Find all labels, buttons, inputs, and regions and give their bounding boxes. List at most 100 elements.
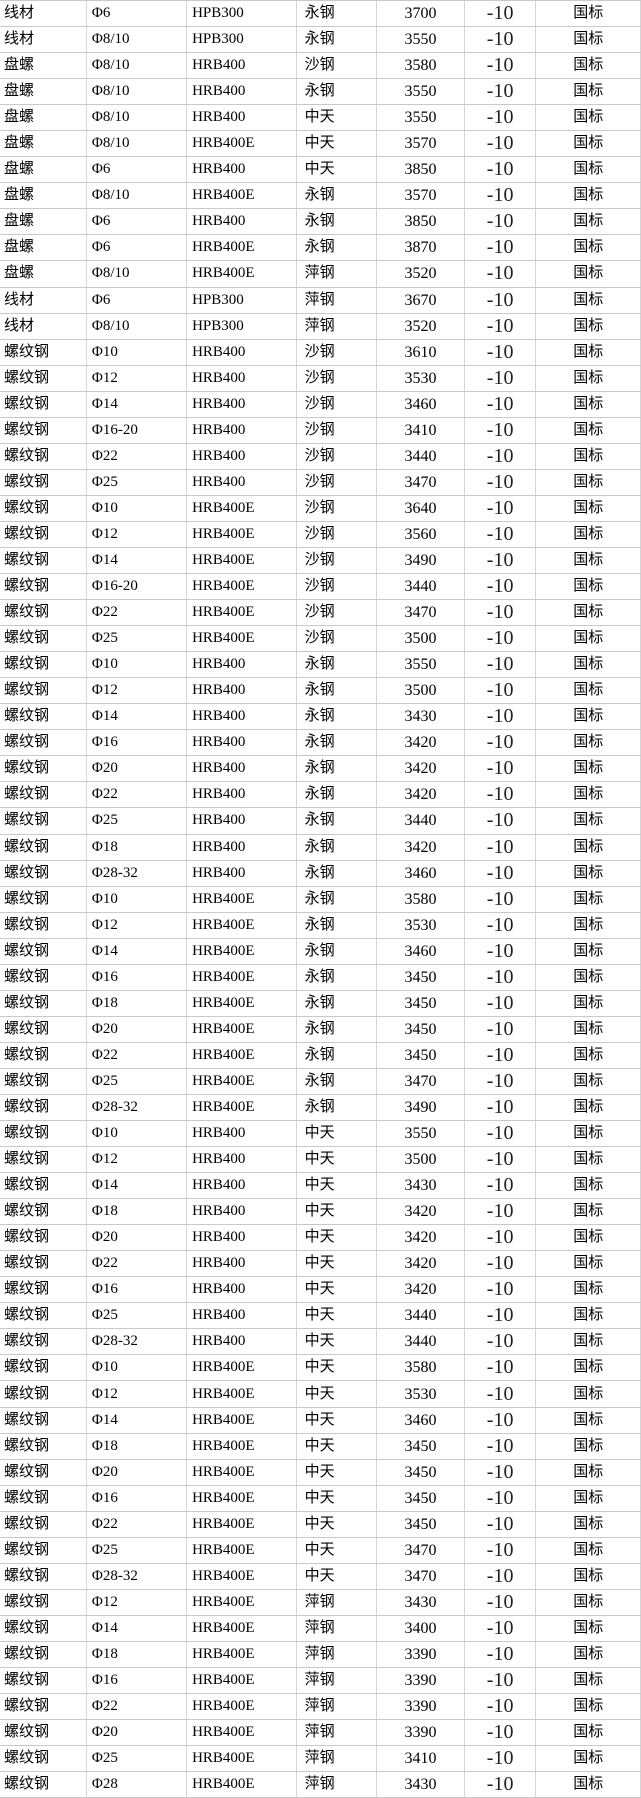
cell-grade[interactable]: HPB300 (187, 287, 297, 313)
cell-note[interactable]: 国标 (536, 1720, 641, 1746)
cell-note[interactable]: 国标 (536, 365, 641, 391)
cell-mill[interactable]: 沙钢 (297, 495, 378, 521)
cell-price[interactable]: 3420 (377, 1277, 465, 1303)
cell-grade[interactable]: HRB400 (187, 443, 297, 469)
cell-price[interactable]: 3440 (377, 574, 465, 600)
cell-note[interactable]: 国标 (536, 1303, 641, 1329)
cell-mill[interactable]: 中天 (297, 1303, 378, 1329)
cell-price[interactable]: 3410 (377, 417, 465, 443)
cell-grade[interactable]: HRB400E (187, 1589, 297, 1615)
cell-change[interactable]: -10 (465, 1355, 537, 1381)
cell-product[interactable]: 螺纹钢 (0, 912, 87, 938)
cell-spec[interactable]: Φ28-32 (87, 1563, 188, 1589)
cell-product[interactable]: 螺纹钢 (0, 365, 87, 391)
cell-mill[interactable]: 沙钢 (297, 547, 378, 574)
cell-product[interactable]: 螺纹钢 (0, 1381, 87, 1407)
cell-note[interactable]: 国标 (536, 938, 641, 964)
cell-spec[interactable]: Φ6 (87, 287, 188, 313)
cell-note[interactable]: 国标 (536, 1068, 641, 1094)
cell-mill[interactable]: 萍钢 (297, 1615, 378, 1641)
cell-spec[interactable]: Φ28-32 (87, 1329, 188, 1355)
cell-price[interactable]: 3520 (377, 313, 465, 339)
cell-grade[interactable]: HRB400E (187, 1641, 297, 1667)
cell-note[interactable]: 国标 (536, 79, 641, 105)
cell-grade[interactable]: HRB400E (187, 1772, 297, 1798)
cell-change[interactable]: -10 (465, 886, 537, 912)
cell-spec[interactable]: Φ8/10 (87, 105, 188, 131)
cell-mill[interactable]: 萍钢 (297, 1772, 378, 1798)
cell-product[interactable]: 线材 (0, 313, 87, 339)
cell-product[interactable]: 螺纹钢 (0, 1589, 87, 1615)
cell-change[interactable]: -10 (465, 391, 537, 417)
cell-price[interactable]: 3550 (377, 1121, 465, 1147)
cell-note[interactable]: 国标 (536, 209, 641, 235)
cell-mill[interactable]: 萍钢 (297, 1641, 378, 1667)
cell-product[interactable]: 盘螺 (0, 53, 87, 79)
cell-mill[interactable]: 中天 (297, 1329, 378, 1355)
cell-spec[interactable]: Φ18 (87, 990, 188, 1016)
cell-grade[interactable]: HRB400 (187, 756, 297, 782)
cell-product[interactable]: 螺纹钢 (0, 1016, 87, 1042)
cell-mill[interactable]: 中天 (297, 1173, 378, 1199)
cell-note[interactable]: 国标 (536, 1329, 641, 1355)
cell-note[interactable]: 国标 (536, 1121, 641, 1147)
cell-mill[interactable]: 永钢 (297, 756, 378, 782)
cell-note[interactable]: 国标 (536, 808, 641, 834)
cell-change[interactable]: -10 (465, 27, 537, 53)
cell-price[interactable]: 3450 (377, 1433, 465, 1459)
cell-spec[interactable]: Φ20 (87, 1459, 188, 1485)
cell-product[interactable]: 螺纹钢 (0, 1303, 87, 1329)
cell-note[interactable]: 国标 (536, 1511, 641, 1537)
cell-change[interactable]: -10 (465, 1094, 537, 1121)
cell-grade[interactable]: HRB400E (187, 912, 297, 938)
cell-change[interactable]: -10 (465, 1589, 537, 1615)
cell-product[interactable]: 螺纹钢 (0, 1720, 87, 1746)
cell-spec[interactable]: Φ14 (87, 1173, 188, 1199)
cell-spec[interactable]: Φ16-20 (87, 417, 188, 443)
cell-change[interactable]: -10 (465, 1329, 537, 1355)
cell-change[interactable]: -10 (465, 131, 537, 157)
cell-grade[interactable]: HRB400E (187, 1042, 297, 1068)
cell-note[interactable]: 国标 (536, 834, 641, 860)
cell-product[interactable]: 螺纹钢 (0, 678, 87, 704)
cell-grade[interactable]: HRB400 (187, 1329, 297, 1355)
cell-price[interactable]: 3470 (377, 1563, 465, 1589)
cell-product[interactable]: 螺纹钢 (0, 469, 87, 495)
cell-grade[interactable]: HRB400E (187, 964, 297, 990)
cell-change[interactable]: -10 (465, 1720, 537, 1746)
cell-grade[interactable]: HRB400 (187, 652, 297, 678)
cell-note[interactable]: 国标 (536, 1016, 641, 1042)
cell-note[interactable]: 国标 (536, 1459, 641, 1485)
cell-grade[interactable]: HRB400 (187, 1173, 297, 1199)
cell-product[interactable]: 螺纹钢 (0, 1563, 87, 1589)
cell-price[interactable]: 3420 (377, 1251, 465, 1277)
cell-spec[interactable]: Φ6 (87, 1, 188, 27)
cell-price[interactable]: 3400 (377, 1615, 465, 1641)
cell-change[interactable]: -10 (465, 313, 537, 339)
cell-spec[interactable]: Φ12 (87, 1381, 188, 1407)
cell-note[interactable]: 国标 (536, 1615, 641, 1641)
cell-price[interactable]: 3390 (377, 1668, 465, 1694)
cell-spec[interactable]: Φ14 (87, 1615, 188, 1641)
cell-spec[interactable]: Φ10 (87, 652, 188, 678)
cell-grade[interactable]: HRB400E (187, 1746, 297, 1772)
cell-mill[interactable]: 永钢 (297, 1042, 378, 1068)
cell-note[interactable]: 国标 (536, 1225, 641, 1251)
cell-product[interactable]: 螺纹钢 (0, 1042, 87, 1068)
cell-note[interactable]: 国标 (536, 443, 641, 469)
cell-mill[interactable]: 萍钢 (297, 287, 378, 313)
cell-mill[interactable]: 永钢 (297, 652, 378, 678)
cell-grade[interactable]: HRB400 (187, 157, 297, 183)
cell-spec[interactable]: Φ25 (87, 1746, 188, 1772)
cell-mill[interactable]: 永钢 (297, 79, 378, 105)
cell-grade[interactable]: HRB400E (187, 1511, 297, 1537)
cell-grade[interactable]: HRB400 (187, 417, 297, 443)
cell-grade[interactable]: HRB400E (187, 521, 297, 547)
cell-note[interactable]: 国标 (536, 1381, 641, 1407)
cell-change[interactable]: -10 (465, 756, 537, 782)
cell-spec[interactable]: Φ18 (87, 1199, 188, 1225)
cell-change[interactable]: -10 (465, 1147, 537, 1173)
cell-spec[interactable]: Φ8/10 (87, 183, 188, 209)
cell-spec[interactable]: Φ10 (87, 1121, 188, 1147)
cell-price[interactable]: 3450 (377, 964, 465, 990)
